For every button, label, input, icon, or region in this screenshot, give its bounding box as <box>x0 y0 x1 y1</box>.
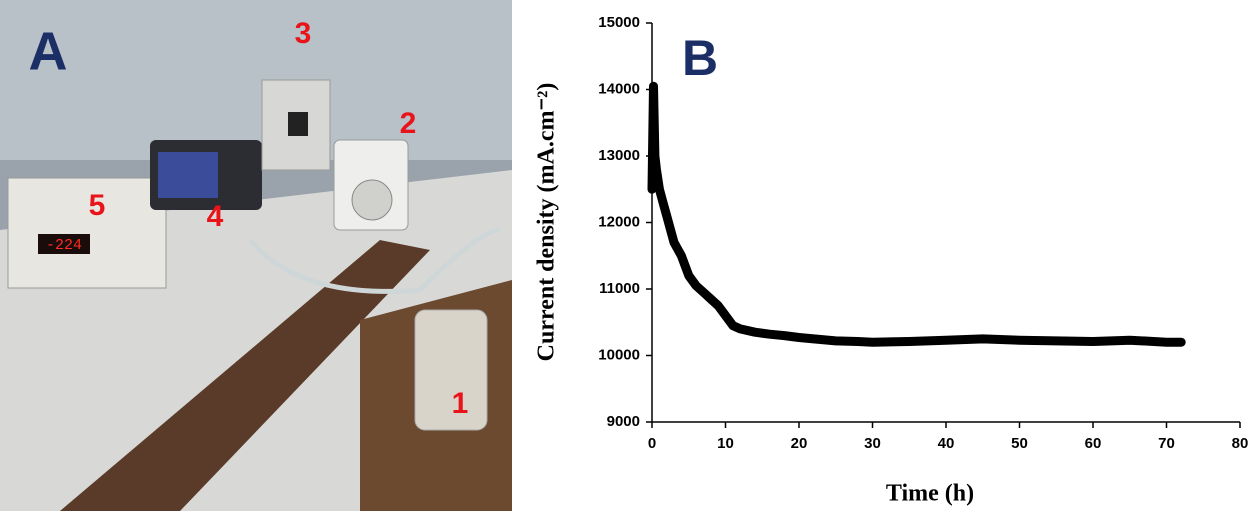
component-label: 2 <box>400 107 417 140</box>
x-tick-label: 50 <box>1011 435 1028 452</box>
panel-label: B <box>682 30 718 86</box>
component-label: 1 <box>452 387 469 420</box>
x-tick-label: 70 <box>1158 435 1175 452</box>
y-tick-label: 13000 <box>598 147 640 164</box>
x-tick-label: 30 <box>864 435 881 452</box>
display-text: -224 <box>46 237 82 254</box>
data-line <box>647 81 1186 347</box>
electrode <box>288 112 308 136</box>
component-label: 3 <box>295 17 312 50</box>
x-tick-label: 0 <box>648 435 656 452</box>
x-tick-label: 20 <box>791 435 808 452</box>
component-label: 5 <box>89 189 106 222</box>
y-tick-label: 10000 <box>598 346 640 363</box>
logger-screen <box>158 152 218 198</box>
pump-head <box>351 179 393 221</box>
x-tick-label: 40 <box>938 435 955 452</box>
x-tick-label: 80 <box>1232 435 1249 452</box>
x-tick-label: 10 <box>717 435 734 452</box>
x-axis-label: Time (h) <box>886 481 974 507</box>
display <box>38 234 90 254</box>
panel-label: A <box>29 21 68 81</box>
y-tick-label: 11000 <box>599 280 640 297</box>
y-tick-label: 9000 <box>607 413 640 430</box>
photo: -224 A 1 2 3 4 5 <box>0 0 512 511</box>
table-edge <box>60 240 430 511</box>
wall-upper <box>0 0 512 160</box>
y-tick-label: 14000 <box>598 80 640 97</box>
tube <box>248 227 501 294</box>
y-axis-label: Current density (mA.cm⁻²) <box>534 83 560 362</box>
power-supply <box>7 177 167 289</box>
y-tick-label: 15000 <box>598 14 640 31</box>
component-label: 4 <box>207 200 224 233</box>
x-tick-label: 60 <box>1085 435 1102 452</box>
y-tick-label: 12000 <box>598 213 640 230</box>
bottle <box>414 309 488 431</box>
